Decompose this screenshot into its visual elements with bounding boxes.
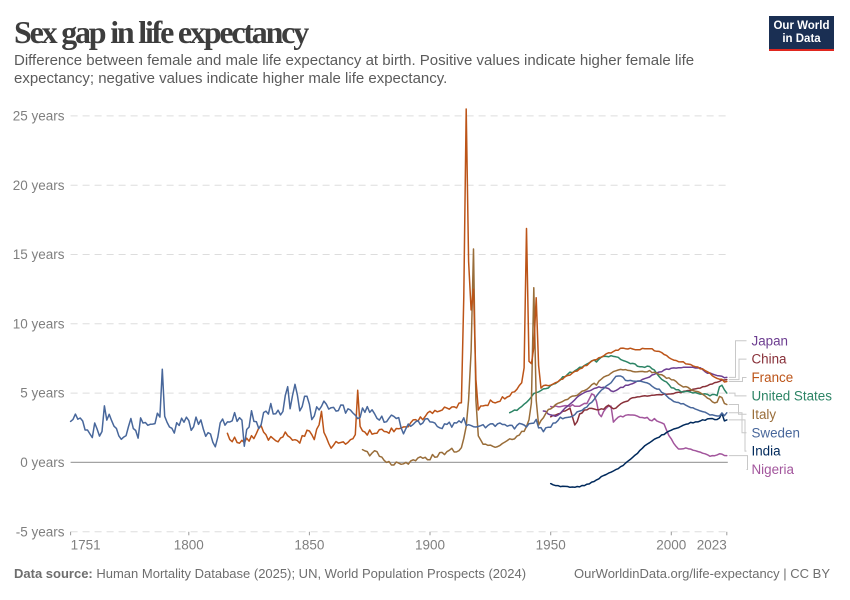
svg-text:Italy: Italy	[752, 407, 777, 422]
svg-text:25 years: 25 years	[13, 109, 65, 124]
svg-text:1900: 1900	[415, 538, 445, 553]
svg-text:15 years: 15 years	[13, 247, 65, 262]
svg-text:2000: 2000	[656, 538, 686, 553]
svg-text:Japan: Japan	[752, 333, 788, 348]
svg-text:India: India	[752, 444, 782, 459]
svg-text:5 years: 5 years	[20, 386, 65, 401]
svg-text:France: France	[752, 370, 794, 385]
svg-text:-5 years: -5 years	[16, 524, 65, 539]
svg-text:China: China	[752, 352, 788, 367]
svg-text:Sweden: Sweden	[752, 425, 800, 440]
svg-text:1800: 1800	[174, 538, 204, 553]
svg-text:1751: 1751	[71, 538, 101, 553]
svg-text:10 years: 10 years	[13, 316, 65, 331]
svg-text:United States: United States	[752, 389, 833, 404]
svg-text:1850: 1850	[294, 538, 324, 553]
svg-text:0 years: 0 years	[20, 455, 65, 470]
svg-text:2023: 2023	[697, 538, 727, 553]
svg-text:Nigeria: Nigeria	[752, 462, 795, 477]
svg-text:20 years: 20 years	[13, 178, 65, 193]
svg-text:1950: 1950	[536, 538, 566, 553]
